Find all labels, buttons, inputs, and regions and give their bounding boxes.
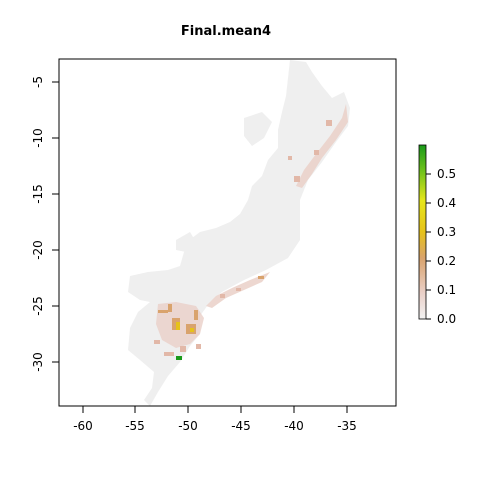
cell [164, 352, 174, 356]
cell [154, 340, 160, 344]
legend-colorbar: 0.0 0.1 0.2 0.3 0.4 0.5 [418, 144, 456, 326]
y-tick-label: -10 [31, 128, 45, 148]
land-fringe-west [176, 232, 196, 252]
cell [176, 322, 180, 330]
y-tick-label: -30 [31, 352, 45, 372]
plot-frame [58, 58, 397, 407]
legend-tick-label: 0.2 [437, 254, 456, 268]
x-tick-label: -45 [231, 419, 251, 433]
x-tick-label: -40 [284, 419, 304, 433]
cell [326, 120, 332, 126]
cell [220, 294, 225, 298]
legend-tick-label: 0.0 [437, 312, 456, 326]
legend-tick-label: 0.5 [437, 167, 456, 181]
x-tick-label: -35 [337, 419, 357, 433]
land-polygon [128, 60, 350, 406]
y-axis: -5 -10 -15 -20 -25 -30 [31, 76, 59, 372]
x-tick-label: -55 [125, 419, 145, 433]
cell [196, 344, 201, 349]
suitability-cells [154, 104, 348, 360]
x-tick-label: -60 [73, 419, 93, 433]
cell [180, 346, 186, 352]
cell [176, 356, 182, 360]
colorbar-rect [418, 144, 427, 320]
map-title: Final.mean4 [181, 24, 271, 39]
x-tick-label: -50 [178, 419, 198, 433]
y-tick-label: -15 [31, 184, 45, 204]
coastal-low-band [296, 104, 348, 188]
cell [190, 328, 194, 332]
y-tick-label: -25 [31, 296, 45, 316]
cell [168, 304, 172, 312]
land-region [128, 60, 350, 406]
x-axis: -60 -55 -50 -45 -40 -35 [73, 406, 357, 433]
cell [294, 176, 300, 182]
cell [258, 276, 264, 279]
cell [288, 156, 292, 160]
cell [158, 310, 168, 313]
y-tick-label: -20 [31, 240, 45, 260]
y-tick-label: -5 [31, 76, 45, 88]
legend-tick-label: 0.1 [437, 283, 456, 297]
legend-tick-label: 0.4 [437, 196, 456, 210]
legend-tick-label: 0.3 [437, 225, 456, 239]
cell [314, 150, 319, 155]
cell [236, 288, 241, 291]
cell [194, 310, 198, 320]
land-fringe-north [244, 112, 272, 146]
